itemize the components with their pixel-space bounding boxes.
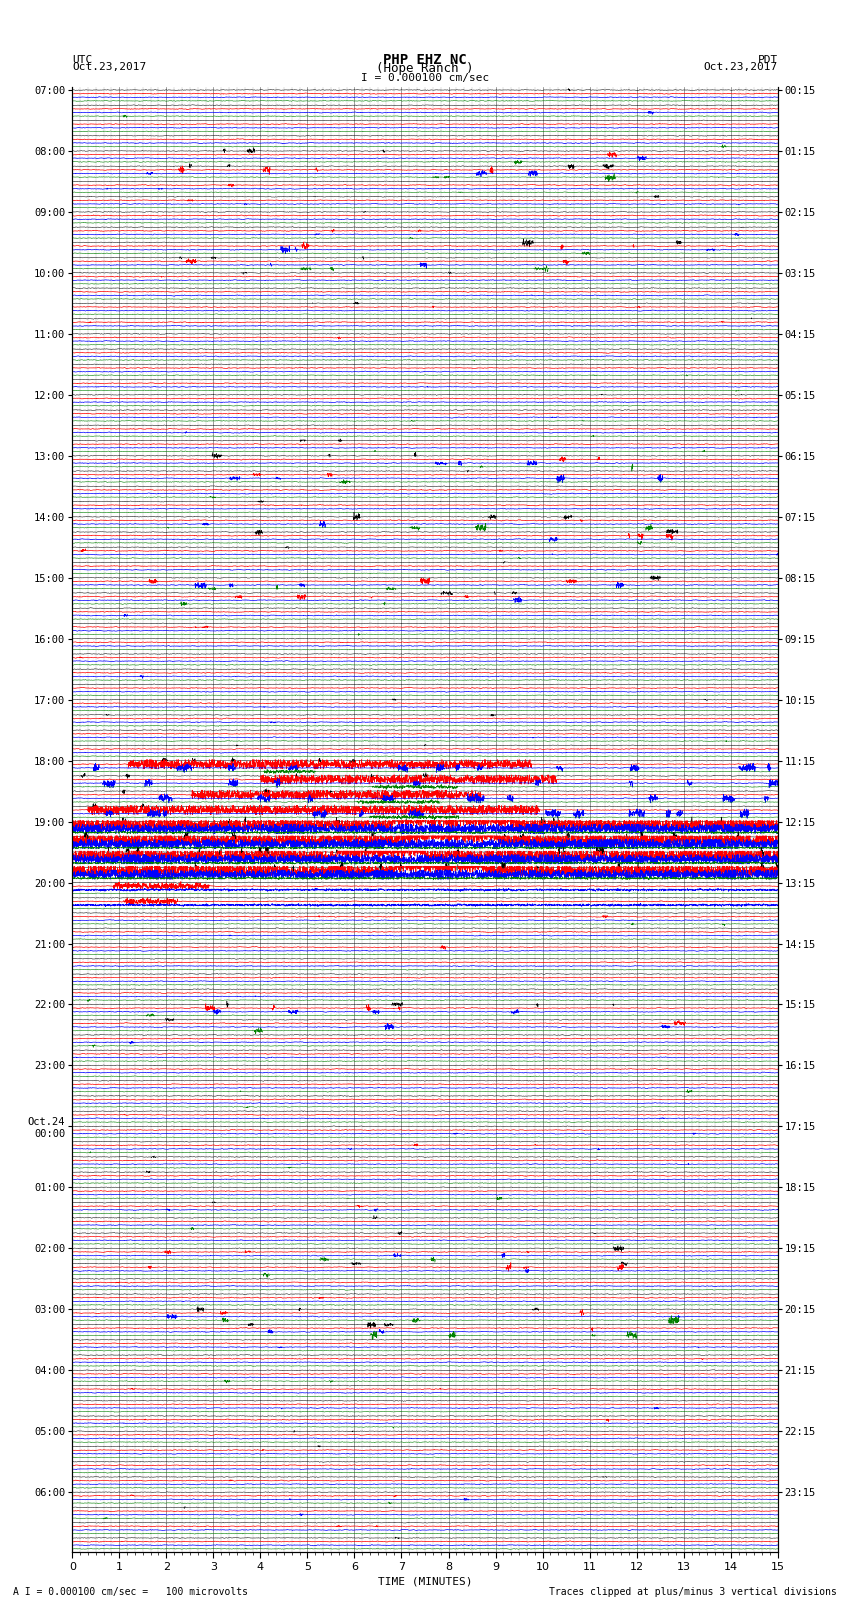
Text: Traces clipped at plus/minus 3 vertical divisions: Traces clipped at plus/minus 3 vertical … [549,1587,837,1597]
Text: PDT: PDT [757,55,778,65]
Text: I = 0.000100 cm/sec: I = 0.000100 cm/sec [361,73,489,84]
Text: Oct.23,2017: Oct.23,2017 [704,61,778,71]
Text: A I = 0.000100 cm/sec =   100 microvolts: A I = 0.000100 cm/sec = 100 microvolts [13,1587,247,1597]
X-axis label: TIME (MINUTES): TIME (MINUTES) [377,1576,473,1586]
Text: UTC: UTC [72,55,93,65]
Text: PHP EHZ NC: PHP EHZ NC [383,53,467,66]
Text: (Hope Ranch ): (Hope Ranch ) [377,61,473,76]
Text: Oct.23,2017: Oct.23,2017 [72,61,146,71]
